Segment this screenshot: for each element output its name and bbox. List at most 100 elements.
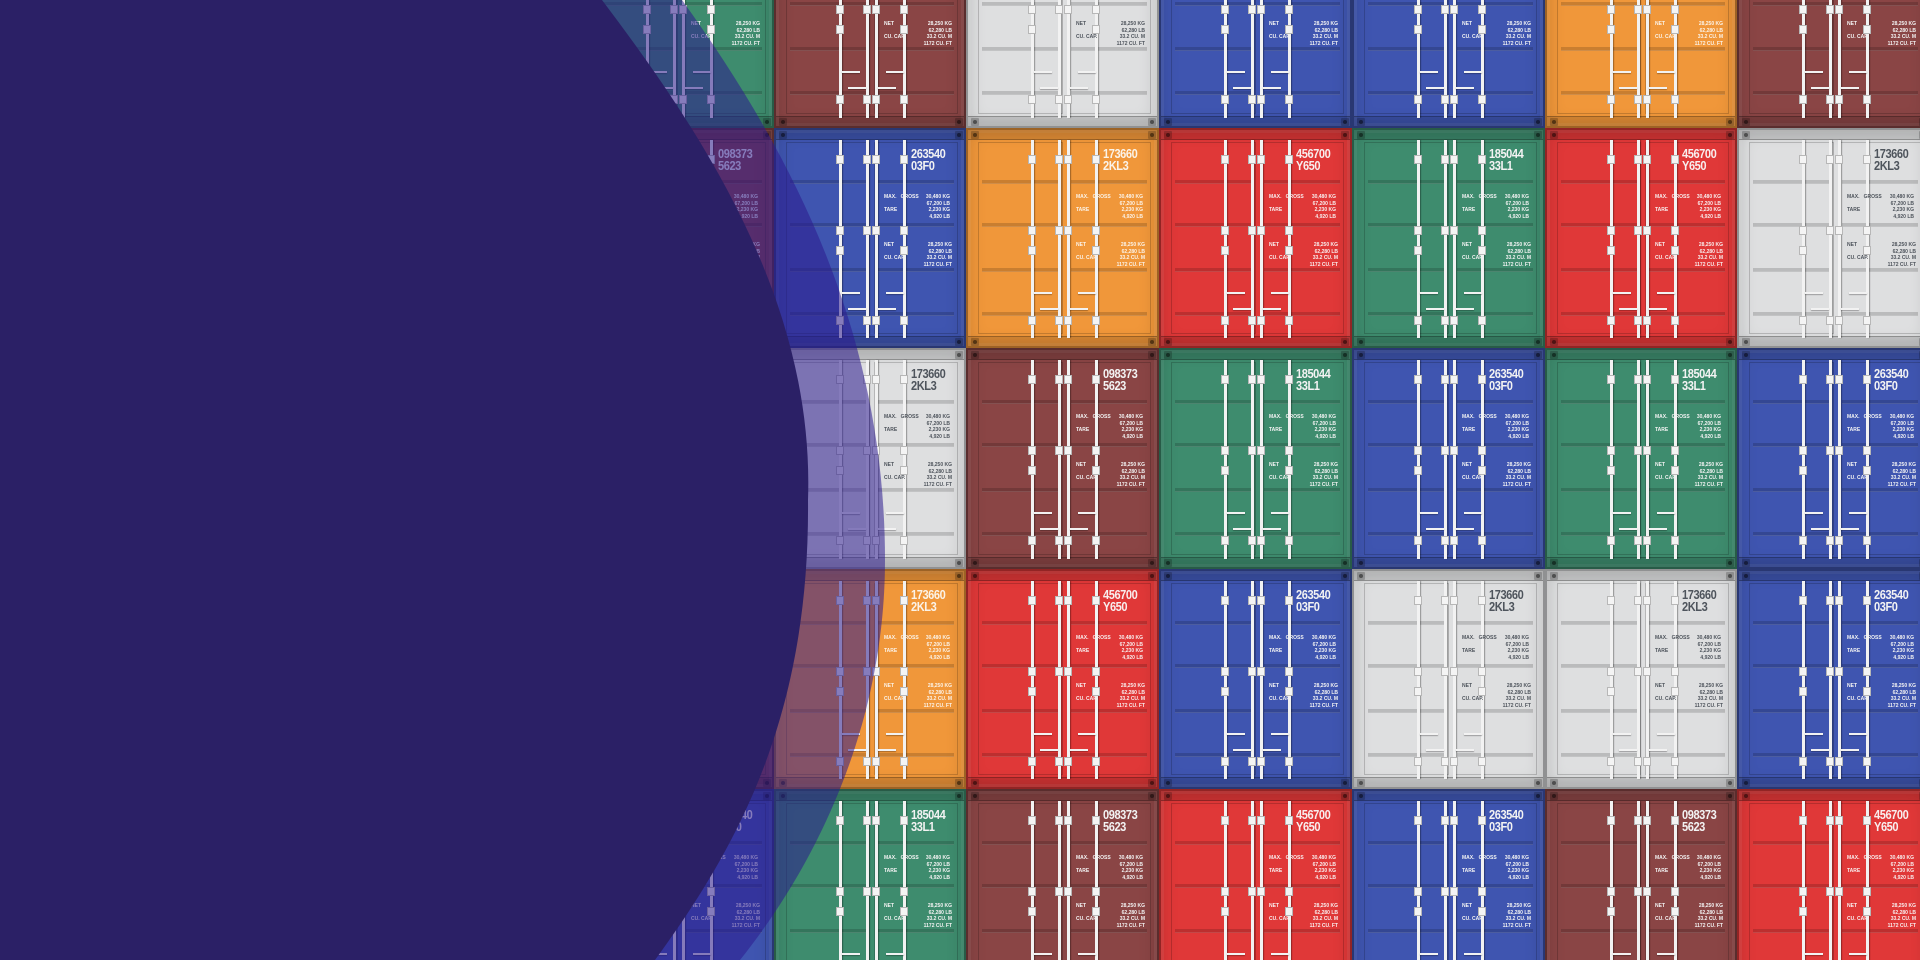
spec-labels: NET CU. CAP.	[1269, 242, 1291, 261]
bar-latch	[1478, 316, 1486, 325]
left-door	[1749, 142, 1834, 334]
bar-latch	[1643, 155, 1651, 164]
locking-bar	[1095, 0, 1098, 118]
container-top-rail	[1161, 791, 1350, 801]
bar-latch	[1257, 757, 1265, 766]
bar-latch	[1055, 226, 1063, 235]
door-handle	[886, 953, 904, 955]
door-handle	[1233, 308, 1251, 310]
corner-casting	[1726, 572, 1734, 580]
bar-latch	[1055, 887, 1063, 896]
bar-latch	[1643, 446, 1651, 455]
corner-casting	[1550, 118, 1558, 126]
door-panel-rib	[1456, 841, 1533, 845]
bar-latch	[1441, 667, 1449, 676]
bar-latch	[1285, 667, 1293, 676]
container-top-rail	[776, 130, 964, 140]
bar-latch	[1257, 446, 1265, 455]
door-panel-rib	[1368, 532, 1445, 536]
corner-casting	[1148, 779, 1156, 787]
bar-latch	[1671, 596, 1679, 605]
door-handle	[1420, 953, 1438, 955]
bar-latch	[1478, 816, 1486, 825]
right-door	[1645, 583, 1729, 775]
locking-bar	[1095, 140, 1098, 338]
locking-bar	[1838, 0, 1841, 118]
door-panel-rib	[1753, 223, 1830, 227]
door-panel-rib	[790, 2, 866, 6]
bar-latch	[1248, 316, 1256, 325]
door-panel-rib	[878, 664, 954, 668]
spec-labels: MAX. GROSS TARE	[1847, 855, 1882, 874]
bar-latch	[1607, 155, 1615, 164]
bar-latch	[1414, 466, 1422, 475]
bar-latch	[1441, 887, 1449, 896]
door-panel-rib	[982, 664, 1059, 668]
bar-latch	[1863, 757, 1871, 766]
shipping-container-blue: 263540 03F0 MAX. GROSS TARE 30,480 KG 67,2…	[1737, 569, 1920, 789]
bar-latch	[1092, 375, 1100, 384]
bar-latch	[872, 5, 880, 14]
locking-bar	[1829, 581, 1832, 779]
door-handle	[878, 308, 896, 310]
door-panel-rib	[1561, 223, 1637, 227]
door-panel-rib	[790, 47, 866, 51]
spec-labels: NET CU. CAP.	[1847, 242, 1869, 261]
bar-latch	[1414, 316, 1422, 325]
locking-bar	[875, 581, 878, 779]
door-panel-rib	[878, 312, 954, 316]
door-panel-rib	[1263, 709, 1340, 713]
door-panel-rib	[1070, 709, 1147, 713]
door-panel-rib	[1368, 312, 1445, 316]
locking-bar	[1802, 581, 1805, 779]
door-handle	[1464, 733, 1482, 735]
container-number: 263540 03F0	[1874, 587, 1909, 614]
spec-values: 28,250 KG 62,280 LB 33.2 CU. M 1172 CU. …	[923, 21, 952, 47]
shipping-container-blue: 263540 03F0 MAX. GROSS TARE 30,480 KG 67,2…	[1352, 789, 1545, 960]
door-panel-rib	[1070, 180, 1147, 184]
door-panel-rib	[982, 532, 1059, 536]
corner-casting	[1341, 559, 1349, 567]
door-panel-rib	[1263, 180, 1340, 184]
bar-latch	[1607, 887, 1615, 896]
door-panel-rib	[1368, 929, 1445, 933]
bar-latch	[1285, 887, 1293, 896]
spec-labels: NET CU. CAP.	[1655, 242, 1677, 261]
spec-values: 28,250 KG 62,280 LB 33.2 CU. M 1172 CU. …	[1116, 683, 1145, 709]
bar-latch	[1055, 596, 1063, 605]
bar-latch	[1028, 687, 1036, 696]
door-panel-rib	[1070, 884, 1147, 888]
door-panel-rib	[982, 180, 1059, 184]
spec-values: 28,250 KG 62,280 LB 33.2 CU. M 1172 CU. …	[1694, 903, 1723, 929]
door-handle	[1420, 512, 1438, 514]
bar-latch	[1414, 887, 1422, 896]
corner-casting	[1534, 131, 1542, 139]
bar-latch	[1441, 155, 1449, 164]
corner-casting	[1534, 572, 1542, 580]
left-door	[1364, 803, 1449, 960]
bar-latch	[1478, 757, 1486, 766]
door-panel-rib	[1368, 884, 1445, 888]
spec-values: 28,250 KG 62,280 LB 33.2 CU. M 1172 CU. …	[923, 683, 952, 709]
bar-latch	[1248, 596, 1256, 605]
spec-labels: MAX. GROSS TARE	[1847, 194, 1882, 213]
left-door	[1171, 362, 1256, 555]
locking-bar	[1453, 360, 1456, 559]
spec-labels: MAX. GROSS TARE	[1269, 414, 1304, 433]
door-panel-rib	[1070, 268, 1147, 272]
door-panel-rib	[1649, 180, 1725, 184]
spec-labels: NET CU. CAP.	[1076, 21, 1098, 40]
locking-bar	[1058, 360, 1061, 559]
bar-latch	[1221, 536, 1229, 545]
door-panel-rib	[790, 180, 866, 184]
door-panel-rib	[1649, 753, 1725, 757]
locking-bar	[903, 360, 906, 559]
door-panel-rib	[1175, 929, 1252, 933]
container-bottom-rail	[1547, 336, 1735, 346]
locking-bar	[1637, 581, 1640, 779]
door-panel-rib	[1841, 709, 1918, 713]
bar-latch	[1826, 446, 1834, 455]
locking-bar	[1674, 0, 1677, 118]
door-panel-rib	[1368, 709, 1445, 713]
locking-bar	[1802, 360, 1805, 559]
